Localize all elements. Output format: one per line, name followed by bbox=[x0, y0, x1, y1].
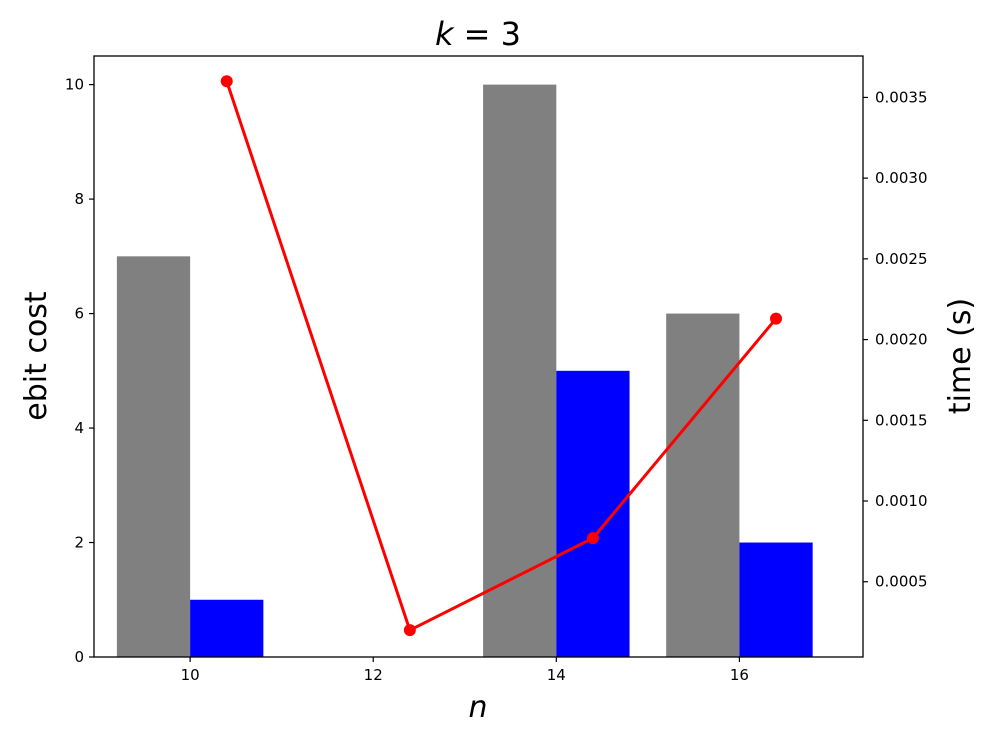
x-tick-label: 10 bbox=[181, 666, 200, 684]
y2-tick-label: 0.0020 bbox=[875, 331, 928, 349]
y-axis-label: ebit cost bbox=[19, 291, 54, 421]
y2-axis-label: time (s) bbox=[943, 298, 978, 414]
y-tick-label: 4 bbox=[74, 419, 84, 437]
x-tick-label: 14 bbox=[547, 666, 566, 684]
y2-tick-label: 0.0015 bbox=[875, 411, 928, 429]
bar-series-1 bbox=[116, 256, 191, 657]
chart-title-value: = 3 bbox=[454, 15, 522, 53]
chart-title: k = 3 bbox=[435, 15, 521, 53]
y-tick-label: 6 bbox=[74, 305, 84, 323]
bar-series-2 bbox=[739, 542, 813, 657]
y-tick-label: 8 bbox=[74, 190, 84, 208]
bars-layer bbox=[116, 84, 813, 658]
y-axis-ticks: 0 2 4 6 8 10 bbox=[65, 76, 94, 666]
time-line bbox=[225, 80, 778, 632]
x-tick-label: 16 bbox=[730, 666, 749, 684]
time-point bbox=[403, 624, 416, 637]
bar-series-2 bbox=[556, 370, 630, 657]
x-tick-label: 12 bbox=[364, 666, 383, 684]
chart-title-variable: k bbox=[435, 15, 455, 53]
y-tick-label: 2 bbox=[74, 534, 84, 552]
y2-tick-label: 0.0035 bbox=[875, 88, 928, 106]
plot-frame bbox=[93, 55, 864, 658]
y-tick-label: 0 bbox=[74, 648, 84, 666]
x-axis-ticks: 10 12 14 16 bbox=[181, 657, 749, 684]
y-tick-label: 10 bbox=[65, 76, 84, 94]
y2-tick-label: 0.0005 bbox=[875, 573, 928, 591]
y2-tick-label: 0.0010 bbox=[875, 492, 928, 510]
y2-tick-label: 0.0030 bbox=[875, 169, 928, 187]
bar-series-1 bbox=[666, 313, 740, 657]
x-axis-label: n bbox=[468, 690, 487, 725]
line-layer bbox=[220, 75, 783, 637]
y2-axis-ticks: 0.0005 0.0010 0.0015 0.0020 0.0025 0.0030 0.00… bbox=[863, 88, 928, 591]
time-point bbox=[586, 532, 599, 545]
time-point bbox=[220, 75, 233, 88]
time-point bbox=[770, 312, 783, 325]
bar-series-2 bbox=[190, 599, 264, 657]
bar-series-1 bbox=[483, 84, 557, 658]
y2-tick-label: 0.0025 bbox=[875, 250, 928, 268]
